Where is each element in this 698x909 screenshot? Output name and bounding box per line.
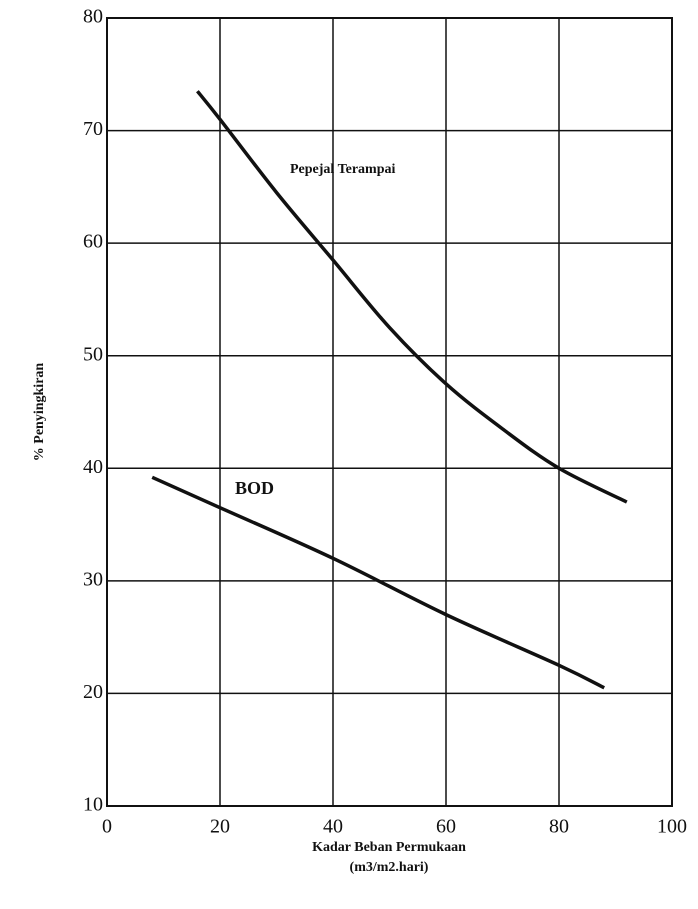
x-tick-label: 0 xyxy=(102,816,112,838)
x-tick-label: 80 xyxy=(549,816,569,838)
x-tick-label: 60 xyxy=(436,816,456,838)
x-axis-label: Kadar Beban Permukaan xyxy=(312,840,466,855)
y-tick-label: 60 xyxy=(83,231,103,253)
series-label: Pepejal Terampai xyxy=(290,162,395,177)
x-tick-label: 40 xyxy=(323,816,343,838)
plot-frame xyxy=(106,17,673,807)
y-tick-label: 10 xyxy=(83,794,103,816)
y-tick-label: 30 xyxy=(83,568,103,590)
x-tick-label: 20 xyxy=(210,816,230,838)
y-tick-label: 50 xyxy=(83,343,103,365)
line xyxy=(151,475,605,690)
x-tick-label: 100 xyxy=(657,816,687,838)
line xyxy=(196,90,628,504)
y-tick-label: 70 xyxy=(83,118,103,140)
x-axis-unit: (m3/m2.hari) xyxy=(350,860,429,875)
series-label: BOD xyxy=(235,478,274,498)
y-axis-label: % Penyingkiran xyxy=(32,363,47,462)
y-tick-label: 80 xyxy=(83,6,103,28)
y-tick-label: 20 xyxy=(83,681,103,703)
y-tick-label: 40 xyxy=(83,456,103,478)
